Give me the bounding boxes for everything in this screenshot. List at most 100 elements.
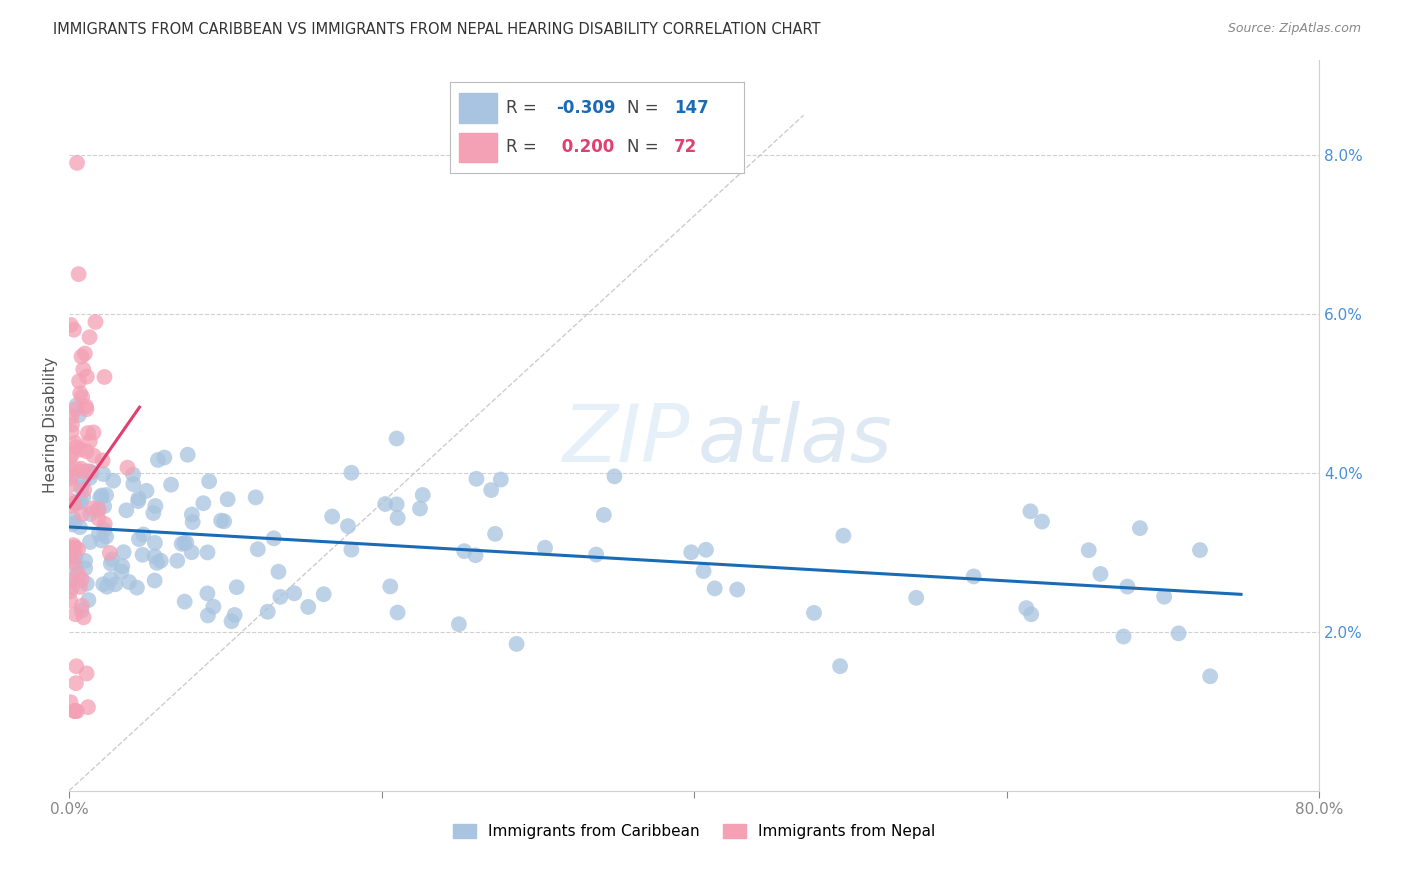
Point — [125, 581, 148, 595]
Point — [73, 346, 96, 360]
Point — [60, 417, 83, 432]
Point — [321, 509, 343, 524]
Point — [66, 495, 89, 509]
Point — [479, 483, 502, 497]
Point — [112, 545, 135, 559]
Point — [489, 473, 512, 487]
Point — [70, 481, 93, 495]
Point — [1019, 504, 1042, 518]
Point — [60, 409, 83, 424]
Point — [132, 527, 155, 541]
Point — [77, 700, 100, 714]
Point — [170, 537, 193, 551]
Point — [1112, 630, 1135, 644]
Point — [166, 554, 188, 568]
Point — [70, 390, 93, 404]
Point — [67, 267, 90, 281]
Point — [59, 478, 82, 492]
Point — [115, 503, 138, 517]
Point — [297, 599, 319, 614]
Point — [100, 572, 122, 586]
Point — [65, 398, 87, 412]
Point — [484, 527, 506, 541]
Point — [70, 462, 93, 476]
Point — [93, 370, 115, 384]
Point — [79, 471, 101, 485]
Point — [385, 432, 408, 446]
Point — [385, 497, 408, 511]
Point — [104, 577, 127, 591]
Point — [283, 586, 305, 600]
Point — [143, 536, 166, 550]
Point — [1129, 521, 1152, 535]
Point — [60, 448, 83, 462]
Point — [63, 704, 86, 718]
Point — [1116, 580, 1139, 594]
Point — [412, 488, 434, 502]
Point — [1019, 607, 1042, 622]
Point — [60, 425, 83, 439]
Point — [603, 469, 626, 483]
Point — [374, 497, 396, 511]
Point — [69, 494, 91, 508]
Text: IMMIGRANTS FROM CARIBBEAN VS IMMIGRANTS FROM NEPAL HEARING DISABILITY CORRELATIO: IMMIGRANTS FROM CARIBBEAN VS IMMIGRANTS … — [53, 22, 821, 37]
Point — [66, 566, 89, 581]
Point — [905, 591, 928, 605]
Point — [65, 558, 87, 572]
Point — [122, 477, 145, 491]
Point — [93, 516, 115, 531]
Point — [180, 508, 202, 522]
Point — [65, 607, 87, 622]
Point — [160, 477, 183, 491]
Point — [94, 488, 117, 502]
Point — [65, 550, 87, 565]
Point — [65, 676, 87, 690]
Point — [692, 564, 714, 578]
Point — [98, 546, 121, 560]
Point — [76, 444, 98, 458]
Point — [66, 704, 89, 718]
Point — [65, 402, 87, 417]
Point — [127, 494, 149, 508]
Point — [63, 323, 86, 337]
Point — [695, 542, 717, 557]
Point — [90, 489, 112, 503]
Point — [681, 545, 703, 559]
Point — [70, 599, 93, 613]
Point — [77, 593, 100, 607]
Point — [101, 552, 124, 566]
Point — [62, 511, 84, 525]
Point — [65, 496, 87, 510]
Point — [59, 695, 82, 709]
Point — [118, 575, 141, 590]
Point — [62, 468, 84, 483]
Point — [193, 496, 215, 510]
Text: atlas: atlas — [697, 401, 893, 479]
Point — [72, 465, 94, 479]
Point — [59, 471, 82, 485]
Point — [96, 580, 118, 594]
Point — [82, 501, 104, 516]
Point — [103, 474, 125, 488]
Point — [409, 501, 432, 516]
Point — [725, 582, 748, 597]
Point — [59, 550, 82, 565]
Point — [122, 467, 145, 482]
Point — [337, 519, 360, 533]
Point — [89, 491, 111, 505]
Point — [153, 450, 176, 465]
Point — [312, 587, 335, 601]
Point — [263, 531, 285, 545]
Point — [60, 580, 83, 594]
Point — [1188, 543, 1211, 558]
Point — [77, 425, 100, 440]
Point — [91, 467, 114, 481]
Point — [176, 535, 198, 549]
Point — [110, 565, 132, 579]
Point — [77, 464, 100, 478]
Point — [142, 506, 165, 520]
Point — [82, 425, 104, 440]
Point — [173, 536, 195, 550]
Point — [703, 582, 725, 596]
Point — [79, 465, 101, 479]
